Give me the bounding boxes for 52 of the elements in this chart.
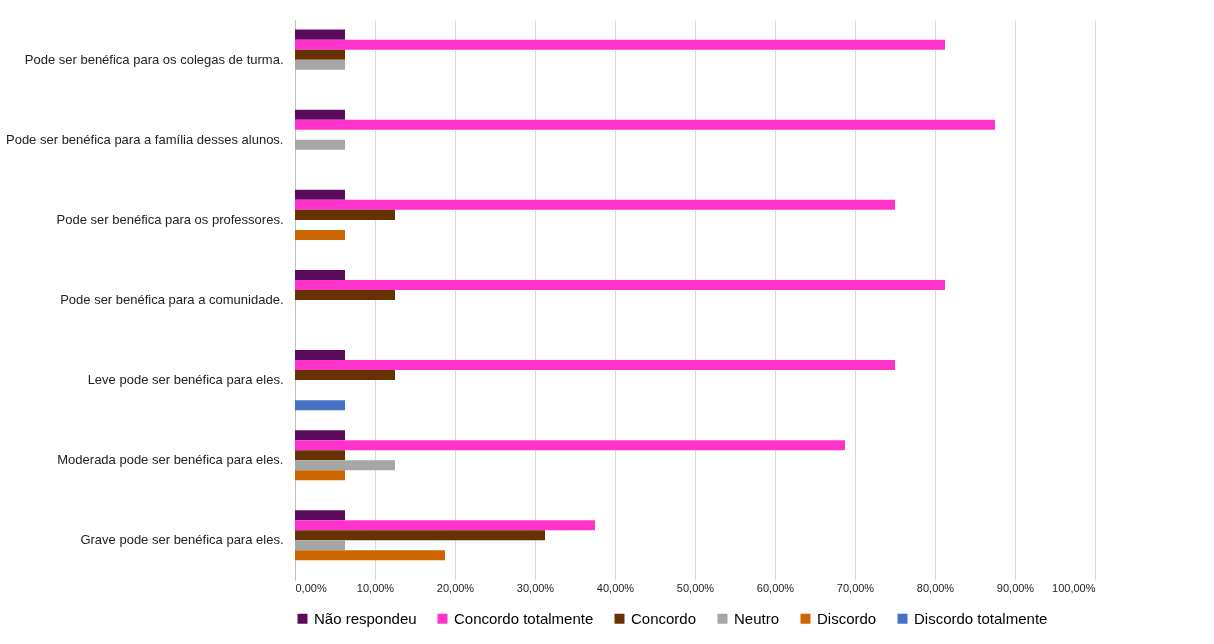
legend-label: Concordo totalmente (454, 609, 594, 627)
bar (295, 450, 345, 461)
bar (295, 279, 945, 290)
y-tick-label: Pode ser benéfica para os colegas de turma. (24, 51, 284, 67)
bar (295, 540, 345, 551)
y-tick-label: Moderada pode ser benéfica para eles. (57, 452, 284, 468)
x-tick-label: 90,00% (996, 581, 1035, 594)
x-tick-label: 100,00% (1052, 581, 1096, 594)
bar (295, 189, 345, 200)
bar (295, 269, 345, 280)
x-tick-label: 0,00% (295, 581, 327, 594)
bar (295, 530, 545, 541)
legend-label: Discordo totalmente (914, 609, 1048, 627)
bar (295, 209, 395, 220)
bar (295, 400, 345, 411)
legend-label: Discordo (817, 609, 877, 627)
bar (295, 119, 995, 130)
y-tick-label: Pode ser benéfica para os professores. (56, 211, 284, 227)
bar (295, 360, 895, 371)
bar (295, 550, 445, 561)
bar (295, 520, 595, 531)
legend-label: Não respondeu (314, 609, 417, 627)
bar (295, 350, 345, 361)
x-tick-label: 20,00% (436, 581, 475, 594)
bar (295, 370, 395, 381)
bar (295, 289, 395, 300)
x-tick-label: 50,00% (676, 581, 715, 594)
bar (295, 229, 345, 240)
y-tick-label: Pode ser benéfica para a família desses alunos. (5, 131, 284, 147)
legend-label: Concordo (631, 609, 697, 627)
x-tick-label: 10,00% (356, 581, 395, 594)
y-tick-label: Grave pode ser benéfica para eles. (80, 532, 284, 548)
bar (295, 440, 845, 451)
bar (295, 39, 945, 50)
x-tick-label: 40,00% (596, 581, 635, 594)
bar (295, 199, 895, 210)
bar (295, 109, 345, 120)
bar (295, 29, 345, 40)
x-tick-label: 60,00% (756, 581, 795, 594)
x-tick-label: 30,00% (516, 581, 555, 594)
bar (295, 430, 345, 441)
x-tick-label: 70,00% (836, 581, 875, 594)
bar (295, 49, 345, 60)
bar (295, 510, 345, 521)
bar (295, 460, 395, 471)
legend-label: Neutro (734, 609, 780, 627)
x-tick-label: 80,00% (916, 581, 955, 594)
bar (295, 139, 345, 150)
bar (295, 59, 345, 70)
bar (295, 470, 345, 481)
y-tick-label: Pode ser benéfica para a comunidade. (60, 292, 284, 307)
y-tick-label: Leve pode ser benéfica para eles. (87, 372, 284, 388)
